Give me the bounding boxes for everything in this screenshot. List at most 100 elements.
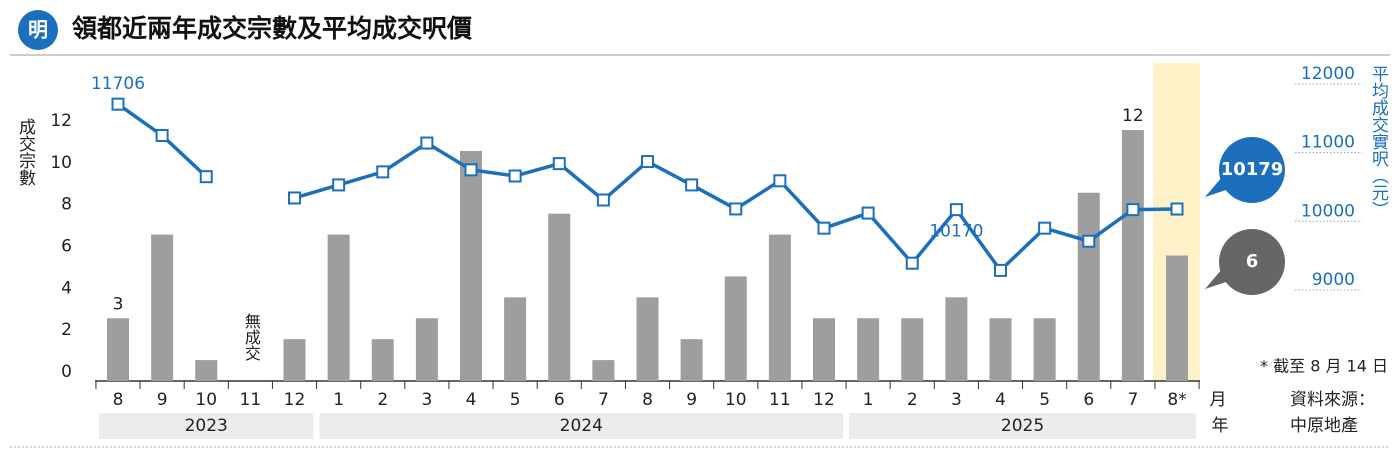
y2-tick-label: 9000 bbox=[1312, 270, 1355, 290]
x-tick-label: 7 bbox=[598, 390, 609, 410]
marker bbox=[376, 165, 390, 179]
y-tick-label: 4 bbox=[61, 278, 72, 298]
source: 資料來源： bbox=[1290, 390, 1375, 410]
x-tick-label: 1 bbox=[863, 390, 874, 410]
marker bbox=[155, 128, 169, 142]
y-tick-label: 0 bbox=[61, 362, 72, 382]
x-tick-label: 2 bbox=[907, 390, 918, 410]
bar bbox=[989, 318, 1012, 381]
bar bbox=[857, 318, 880, 381]
year-label: 2025 bbox=[1001, 416, 1044, 436]
marker bbox=[199, 170, 213, 184]
marker bbox=[729, 202, 743, 216]
annotation: 無成交 bbox=[242, 313, 261, 361]
bar bbox=[504, 297, 527, 381]
source: 中原地產 bbox=[1290, 416, 1358, 436]
marker bbox=[420, 136, 434, 150]
bar bbox=[195, 360, 218, 381]
x-tick-label: 4 bbox=[466, 390, 477, 410]
bar bbox=[1077, 192, 1100, 381]
bar bbox=[415, 318, 438, 381]
year-band bbox=[98, 413, 314, 439]
y-tick-label: 12 bbox=[50, 111, 72, 131]
callout-label: 6 bbox=[1246, 251, 1259, 272]
bar bbox=[107, 318, 129, 381]
line bbox=[116, 102, 1178, 274]
x-tick-label: 1 bbox=[333, 390, 344, 410]
y-axis-title: 成交宗數 bbox=[15, 118, 36, 186]
x-tick-label: 11 bbox=[769, 390, 791, 410]
x-tick-label: 8* bbox=[1167, 390, 1186, 410]
x-tick-label: 12 bbox=[284, 390, 306, 410]
marker bbox=[817, 221, 831, 235]
marker bbox=[288, 191, 301, 205]
bar bbox=[283, 339, 306, 381]
bar bbox=[813, 318, 835, 381]
marker bbox=[1082, 234, 1096, 248]
bar bbox=[1121, 130, 1144, 381]
marker bbox=[1170, 202, 1184, 216]
x-tick-label: 10 bbox=[195, 390, 217, 410]
chart-title: 領都近兩年成交宗數及平均成交呎價 bbox=[72, 14, 473, 43]
marker bbox=[994, 263, 1007, 277]
bar bbox=[1166, 255, 1188, 381]
x-tick-label: 6 bbox=[1083, 390, 1094, 410]
marker bbox=[905, 256, 919, 270]
marker bbox=[1038, 221, 1052, 235]
x-tick-label: 7 bbox=[1127, 390, 1138, 410]
x-tick-label: 5 bbox=[510, 390, 521, 410]
logo bbox=[18, 10, 58, 50]
bar bbox=[724, 276, 747, 381]
bar-value-label: 12 bbox=[1122, 106, 1144, 126]
x-tick-label: 3 bbox=[951, 390, 962, 410]
marker bbox=[111, 97, 125, 111]
year-label: 2024 bbox=[560, 416, 603, 436]
note: * 截至 8 月 14 日 bbox=[1260, 357, 1388, 376]
x-tick-label: 8 bbox=[642, 390, 653, 410]
bar bbox=[768, 234, 791, 381]
callout bbox=[1219, 229, 1285, 295]
x-tick-label: 9 bbox=[686, 390, 697, 410]
marker bbox=[596, 193, 610, 207]
y2-tick-label: 12000 bbox=[1301, 64, 1355, 84]
x-tick-label: 6 bbox=[554, 390, 565, 410]
bar bbox=[460, 150, 482, 381]
x-tick-label: 4 bbox=[995, 390, 1006, 410]
x-tick-label: 9 bbox=[157, 390, 168, 410]
bar bbox=[592, 360, 615, 381]
year-band bbox=[319, 413, 844, 439]
x2-axis-label: 年 bbox=[1212, 416, 1229, 436]
line-value-label: 10170 bbox=[929, 222, 983, 242]
y2-axis-title: 平均成交實呎（元） bbox=[1368, 65, 1389, 218]
year-band bbox=[849, 413, 1197, 439]
marker bbox=[552, 157, 566, 171]
x-tick-label: 3 bbox=[421, 390, 432, 410]
bar-value-label: 3 bbox=[113, 294, 124, 314]
marker bbox=[773, 174, 787, 188]
x-tick-label: 8 bbox=[113, 390, 124, 410]
bar bbox=[680, 339, 703, 381]
marker bbox=[508, 169, 522, 183]
logo-text: 明 bbox=[28, 18, 48, 42]
y-tick-label: 2 bbox=[61, 320, 72, 340]
bar bbox=[151, 234, 174, 381]
callout bbox=[1219, 137, 1285, 203]
bar bbox=[636, 297, 659, 381]
y2-tick-label: 11000 bbox=[1301, 133, 1355, 153]
x-tick-label: 2 bbox=[377, 390, 388, 410]
x-tick-label: 10 bbox=[725, 390, 747, 410]
marker bbox=[641, 155, 654, 169]
y-tick-label: 10 bbox=[50, 153, 72, 173]
bar bbox=[1033, 318, 1056, 381]
marker bbox=[332, 178, 346, 192]
bar bbox=[371, 339, 394, 381]
callout-label: 10179 bbox=[1221, 159, 1284, 180]
x-tick-label: 11 bbox=[240, 390, 262, 410]
bar bbox=[901, 318, 924, 381]
y2-tick-label: 10000 bbox=[1301, 201, 1355, 221]
bar bbox=[327, 234, 350, 381]
y-tick-label: 6 bbox=[61, 237, 72, 257]
x-tick-label: 12 bbox=[813, 390, 835, 410]
x-axis-label: 月 bbox=[1210, 390, 1227, 410]
